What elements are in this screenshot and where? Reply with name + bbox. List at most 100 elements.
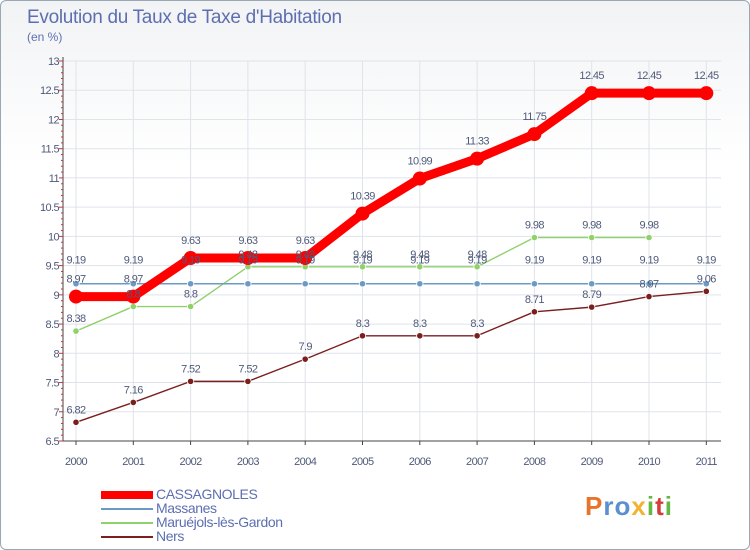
x-tick-label: 2011 bbox=[696, 456, 718, 468]
data-point bbox=[702, 280, 710, 288]
data-point bbox=[645, 233, 653, 242]
data-label: 9.19 bbox=[525, 255, 544, 267]
data-point bbox=[702, 287, 710, 295]
data-point bbox=[530, 233, 539, 242]
x-tick-label: 2001 bbox=[122, 456, 145, 468]
data-label: 9.98 bbox=[582, 220, 601, 232]
data-label: 7.52 bbox=[181, 363, 200, 375]
legend-label: Ners bbox=[156, 528, 184, 544]
data-label: 12.45 bbox=[579, 70, 604, 82]
x-tick-label: 2009 bbox=[581, 456, 604, 468]
data-label: 9.19 bbox=[410, 255, 429, 267]
y-tick-label: 7 bbox=[53, 407, 59, 419]
data-label: 9.48 bbox=[296, 249, 315, 261]
data-point bbox=[240, 251, 255, 266]
data-label: 9.63 bbox=[296, 235, 315, 247]
data-point bbox=[530, 308, 539, 316]
data-point bbox=[473, 280, 481, 288]
chart-unit: (en %) bbox=[27, 30, 63, 44]
y-tick-label: 11.5 bbox=[41, 144, 60, 156]
y-tick-label: 9.5 bbox=[46, 261, 60, 273]
data-label: 9.19 bbox=[181, 255, 200, 267]
data-label: 9.19 bbox=[296, 255, 315, 267]
data-point bbox=[301, 280, 309, 288]
data-label: 8.3 bbox=[470, 318, 484, 330]
data-point bbox=[187, 280, 195, 288]
data-label: 9.19 bbox=[639, 255, 658, 267]
data-label: 9.48 bbox=[238, 249, 257, 261]
data-label: 11.33 bbox=[465, 136, 489, 148]
data-point bbox=[355, 206, 370, 221]
data-label: 8.97 bbox=[66, 274, 85, 286]
data-point bbox=[244, 377, 252, 385]
logo-letter: P bbox=[585, 491, 604, 521]
data-label: 9.19 bbox=[238, 255, 257, 267]
data-point bbox=[187, 377, 195, 385]
logo-letter: r bbox=[603, 491, 615, 521]
data-label: 8.8 bbox=[127, 289, 141, 301]
series-line-ners bbox=[75, 290, 707, 423]
chart-title: Evolution du Taux de Taxe d'Habitation bbox=[27, 7, 342, 28]
data-point bbox=[642, 86, 656, 101]
data-label: 9.98 bbox=[639, 220, 658, 232]
data-point bbox=[412, 171, 427, 186]
legend-label: CASSAGNOLES bbox=[156, 486, 258, 502]
data-point bbox=[584, 86, 599, 101]
data-point bbox=[588, 233, 596, 242]
data-point bbox=[473, 332, 481, 340]
logo-letter: i bbox=[664, 491, 673, 521]
data-point bbox=[69, 289, 83, 304]
data-label: 8.8 bbox=[184, 289, 198, 301]
data-point bbox=[72, 280, 80, 288]
data-label: 9.48 bbox=[468, 249, 487, 261]
data-label: 7.52 bbox=[238, 363, 257, 375]
data-label: 9.19 bbox=[582, 255, 601, 267]
x-tick-label: 2005 bbox=[351, 456, 374, 468]
x-tick-label: 2003 bbox=[237, 456, 260, 468]
data-label: 8.79 bbox=[582, 289, 601, 301]
data-label: 8.38 bbox=[66, 313, 85, 325]
data-point bbox=[183, 251, 198, 266]
data-point bbox=[129, 398, 137, 407]
data-label: 9.06 bbox=[697, 273, 716, 285]
data-point bbox=[126, 289, 141, 304]
data-point bbox=[527, 127, 542, 142]
x-tick-label: 2006 bbox=[409, 456, 432, 468]
data-point bbox=[72, 418, 80, 426]
data-point bbox=[129, 302, 137, 311]
proxiti-logo: Proxiti bbox=[585, 491, 673, 522]
data-point bbox=[187, 302, 195, 311]
data-label: 11.75 bbox=[523, 111, 547, 123]
data-label: 9.19 bbox=[353, 255, 372, 267]
x-tick-label: 2000 bbox=[65, 456, 88, 468]
legend-label: Massanes bbox=[156, 500, 217, 516]
data-point bbox=[358, 332, 367, 340]
data-label: 8.97 bbox=[639, 279, 658, 291]
data-point bbox=[588, 280, 596, 288]
y-tick-label: 8.5 bbox=[46, 319, 60, 331]
data-point bbox=[72, 327, 80, 335]
data-label: 9.63 bbox=[181, 235, 200, 247]
legend-swatch bbox=[101, 508, 153, 510]
legend-label: Maruéjols-lès-Gardon bbox=[156, 514, 283, 530]
data-point bbox=[470, 151, 485, 166]
data-label: 12.45 bbox=[637, 70, 662, 82]
data-label: 9.98 bbox=[525, 220, 544, 232]
data-point bbox=[301, 355, 309, 363]
data-label: 7.9 bbox=[298, 341, 312, 353]
legend-swatch bbox=[101, 536, 153, 538]
legend-swatch bbox=[101, 491, 153, 499]
data-point bbox=[416, 263, 424, 271]
y-tick-label: 13 bbox=[48, 56, 60, 68]
data-label: 9.48 bbox=[410, 249, 429, 261]
data-point bbox=[588, 303, 596, 311]
y-tick-label: 11 bbox=[49, 173, 60, 185]
data-point bbox=[645, 292, 653, 301]
data-label: 9.48 bbox=[353, 249, 372, 261]
x-tick-label: 2007 bbox=[466, 456, 489, 468]
data-label: 9.63 bbox=[238, 235, 257, 247]
logo-letter: i bbox=[646, 491, 656, 521]
data-point bbox=[416, 332, 424, 340]
y-tick-label: 7.5 bbox=[46, 378, 60, 390]
x-tick-label: 2010 bbox=[638, 456, 661, 468]
